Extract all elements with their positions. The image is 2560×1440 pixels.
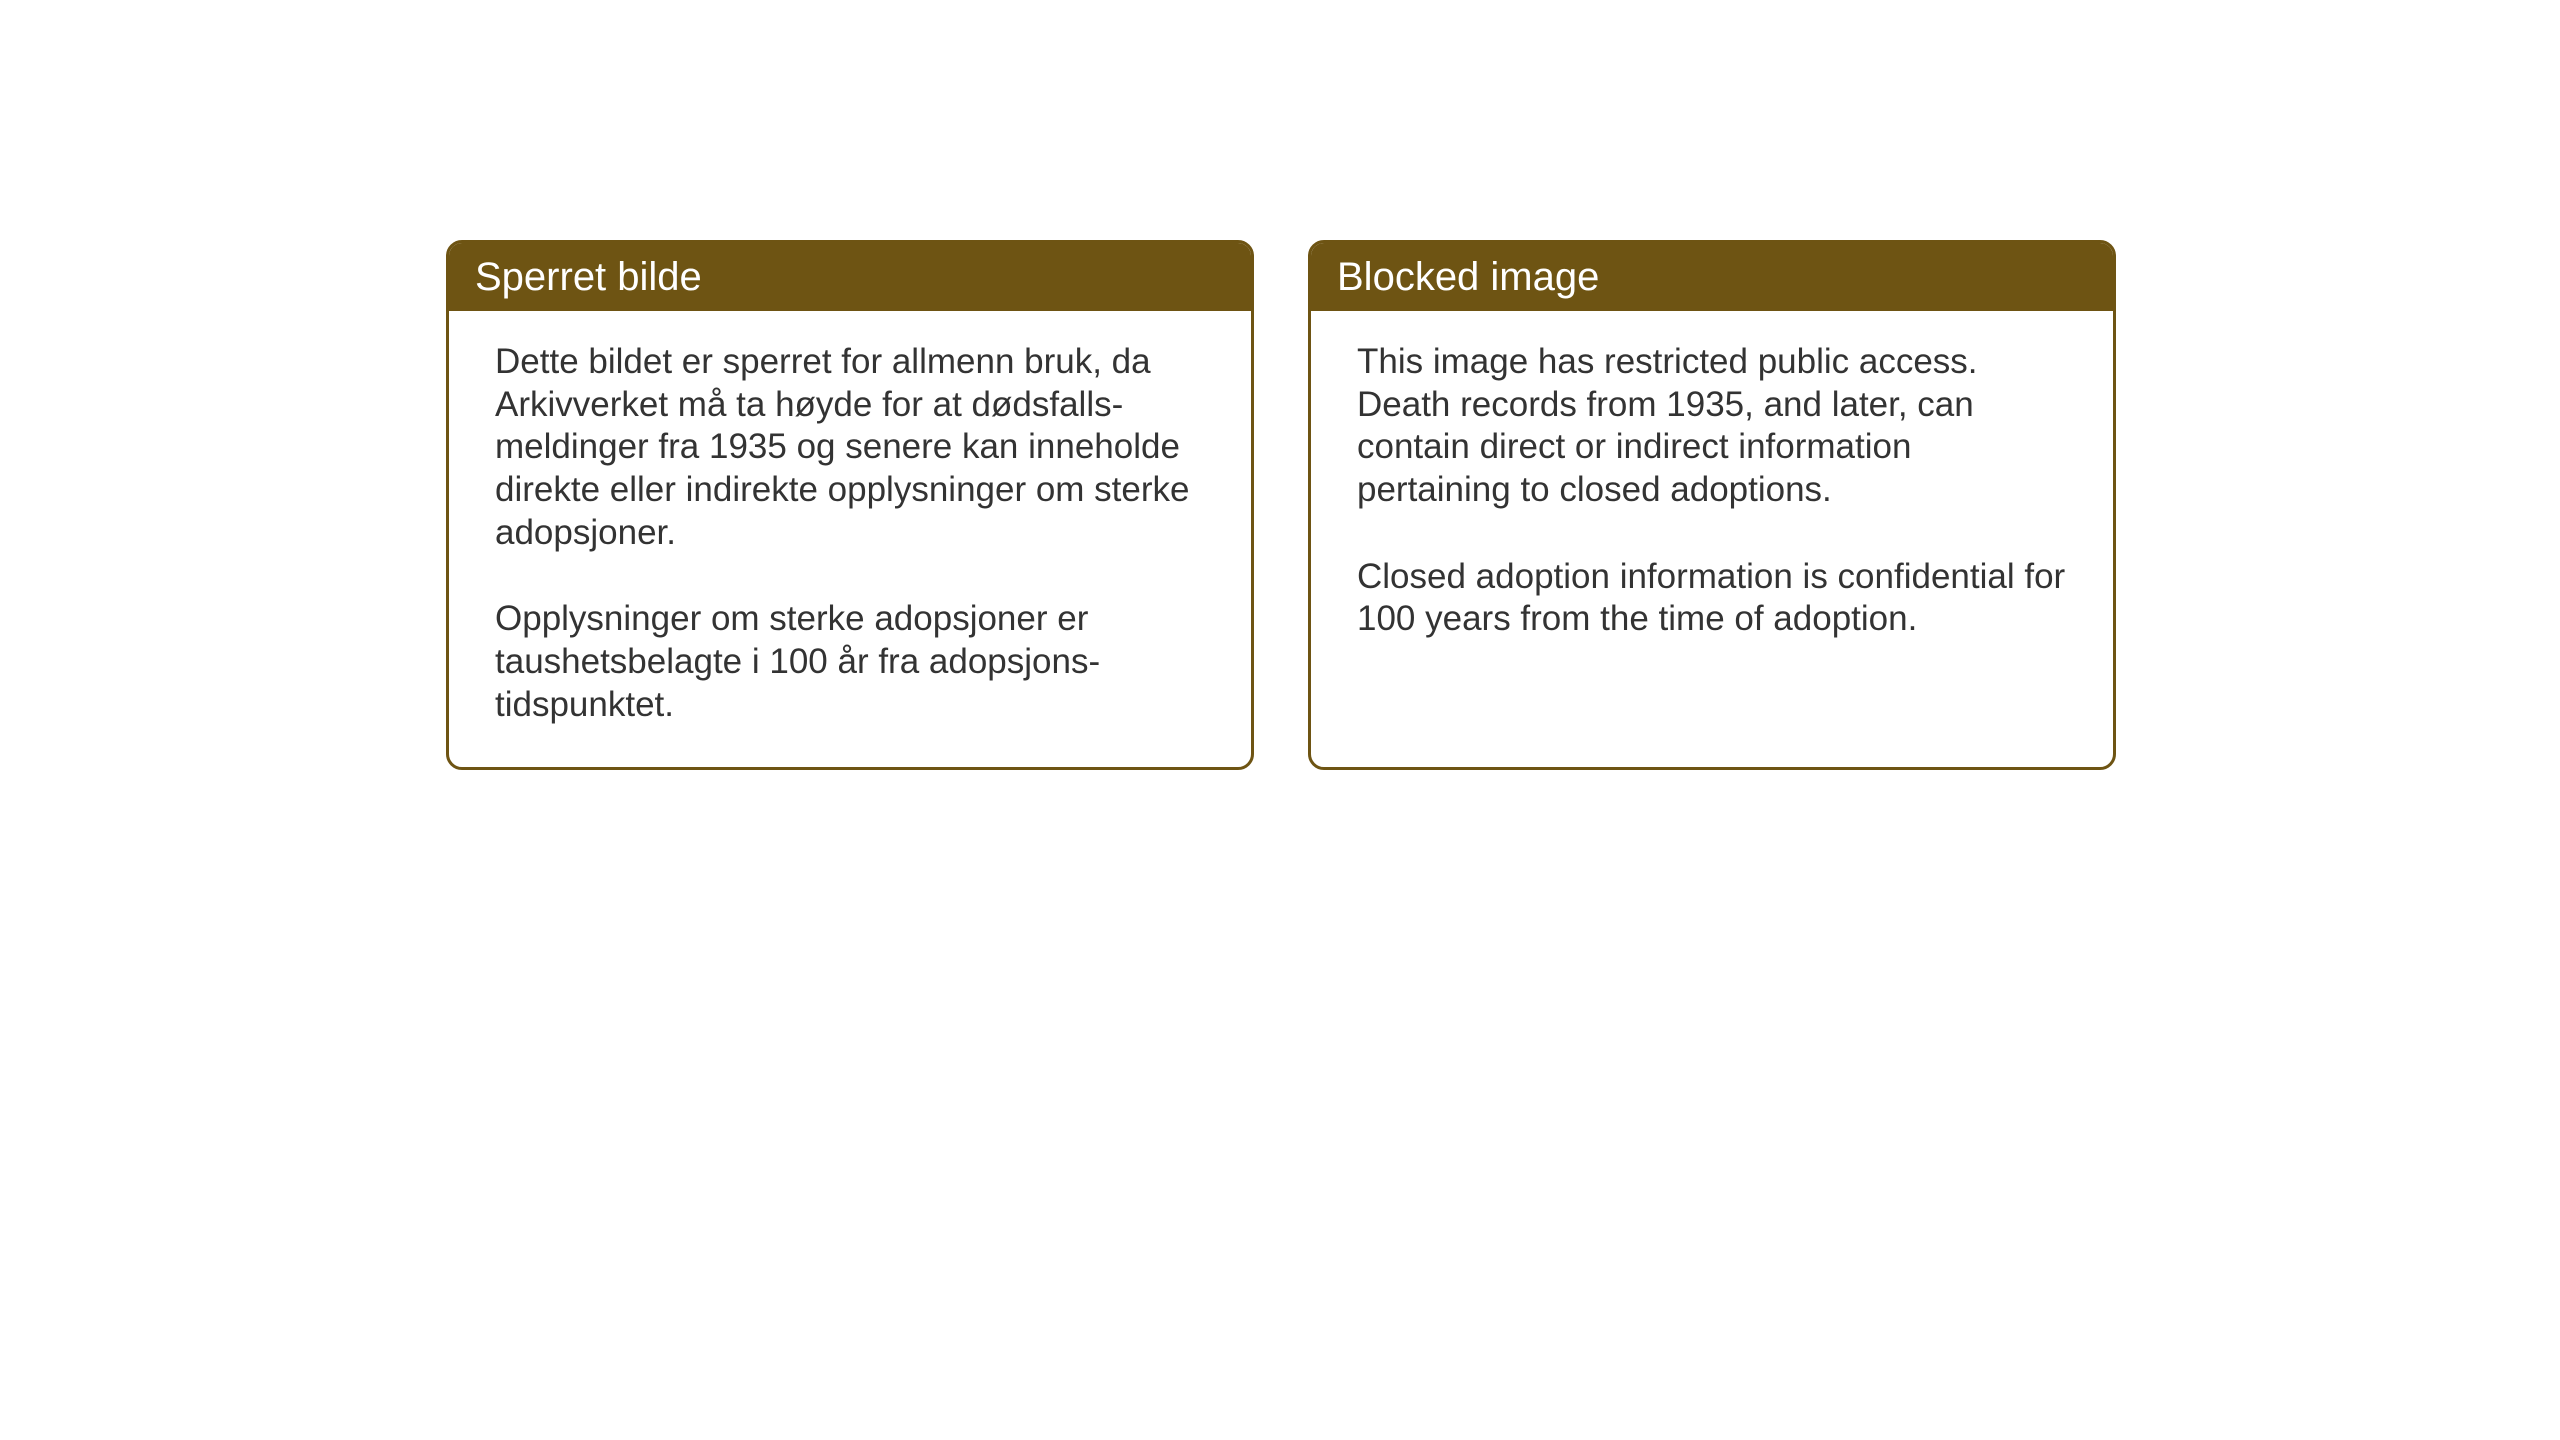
- notice-paragraph-2-english: Closed adoption information is confident…: [1357, 556, 2067, 641]
- notice-body-english: This image has restricted public access.…: [1311, 311, 2113, 751]
- notice-body-norwegian: Dette bildet er sperret for allmenn bruk…: [449, 311, 1251, 767]
- notice-box-english: Blocked image This image has restricted …: [1308, 240, 2116, 770]
- notice-paragraph-1-english: This image has restricted public access.…: [1357, 341, 2067, 512]
- notice-box-norwegian: Sperret bilde Dette bildet er sperret fo…: [446, 240, 1254, 770]
- notice-header-norwegian: Sperret bilde: [449, 243, 1251, 311]
- notice-paragraph-1-norwegian: Dette bildet er sperret for allmenn bruk…: [495, 341, 1205, 554]
- notice-header-english: Blocked image: [1311, 243, 2113, 311]
- notice-paragraph-2-norwegian: Opplysninger om sterke adopsjoner er tau…: [495, 598, 1205, 726]
- notice-container: Sperret bilde Dette bildet er sperret fo…: [446, 240, 2116, 770]
